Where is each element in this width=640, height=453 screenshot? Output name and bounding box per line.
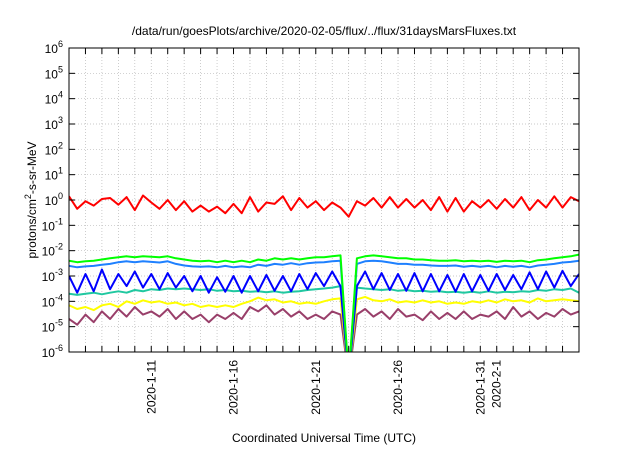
y-tick-label: 10-3 <box>42 267 63 284</box>
series-line-teal <box>69 285 579 352</box>
y-tick-label-base: 10 <box>42 270 56 284</box>
y-tick-label-exp: 6 <box>58 39 63 49</box>
y-tick-label: 105 <box>45 64 63 81</box>
series-line-red <box>69 194 579 218</box>
y-tick-label-exp: 2 <box>58 140 63 150</box>
y-tick-label-base: 10 <box>42 245 56 259</box>
y-tick-label-base: 10 <box>45 67 59 81</box>
y-tick-label: 10-1 <box>42 216 63 233</box>
y-tick-label-exp: 5 <box>58 64 63 74</box>
y-tick-label-base: 10 <box>42 321 56 335</box>
y-tick-label-exp: -5 <box>55 318 63 328</box>
y-tick-label-base: 10 <box>45 143 59 157</box>
y-axis-label-rest: -s-sr-MeV <box>25 141 39 194</box>
series-line-maroon <box>69 304 579 352</box>
y-tick-label: 101 <box>45 166 63 183</box>
y-tick-label: 10-4 <box>42 292 63 309</box>
y-tick-label-base: 10 <box>45 93 59 107</box>
y-tick-label-base: 10 <box>45 194 59 208</box>
y-tick-label: 104 <box>45 90 63 107</box>
y-tick-label-base: 10 <box>42 295 56 309</box>
ticks: 10-610-510-410-310-210-11001011021031041… <box>42 39 579 415</box>
y-tick-label: 106 <box>45 39 63 56</box>
y-tick-label-base: 10 <box>42 346 56 360</box>
y-tick-label-exp: 4 <box>58 90 63 100</box>
y-axis-label-main: protons/cm <box>25 199 39 258</box>
x-tick-label: 2020-1-16 <box>227 360 241 415</box>
series-line-blue <box>69 268 579 352</box>
y-tick-label-base: 10 <box>42 219 56 233</box>
y-tick-label-base: 10 <box>45 118 59 132</box>
y-tick-label-base: 10 <box>45 42 59 56</box>
y-tick-label: 100 <box>45 191 63 208</box>
y-tick-label-exp: -6 <box>55 343 63 353</box>
x-tick-label: 2020-2-1 <box>490 360 504 408</box>
series-group <box>69 194 579 352</box>
y-tick-label-exp: 0 <box>58 191 63 201</box>
y-tick-label: 10-6 <box>42 343 63 360</box>
y-tick-label-base: 10 <box>45 169 59 183</box>
x-tick-label: 2020-1-26 <box>391 360 405 415</box>
x-tick-label: 2020-1-11 <box>144 360 158 414</box>
y-tick-label: 10-2 <box>42 242 63 259</box>
y-tick-label: 102 <box>45 140 63 157</box>
series-line-light-blue <box>69 259 579 352</box>
chart-title: /data/run/goesPlots/archive/2020-02-05/f… <box>132 24 517 38</box>
series-line-yellow <box>69 295 579 352</box>
x-axis-label: Coordinated Universal Time (UTC) <box>232 431 416 445</box>
y-tick-label-exp: -1 <box>55 216 63 226</box>
series-line-green <box>69 253 579 352</box>
y-axis-label: protons/cm2-s-sr-MeV <box>23 141 39 258</box>
y-tick-label: 10-5 <box>42 318 63 335</box>
y-tick-label-exp: 1 <box>58 166 63 176</box>
x-tick-label: 2020-1-21 <box>309 360 323 415</box>
y-tick-label-exp: -4 <box>55 292 63 302</box>
y-tick-label-exp: 3 <box>58 115 63 125</box>
y-axis-label-sup: 2 <box>23 194 33 199</box>
y-tick-label-exp: -3 <box>55 267 63 277</box>
x-tick-label: 2020-1-31 <box>473 360 487 415</box>
y-tick-label: 103 <box>45 115 63 132</box>
y-tick-label-exp: -2 <box>55 242 63 252</box>
grid <box>69 48 579 352</box>
